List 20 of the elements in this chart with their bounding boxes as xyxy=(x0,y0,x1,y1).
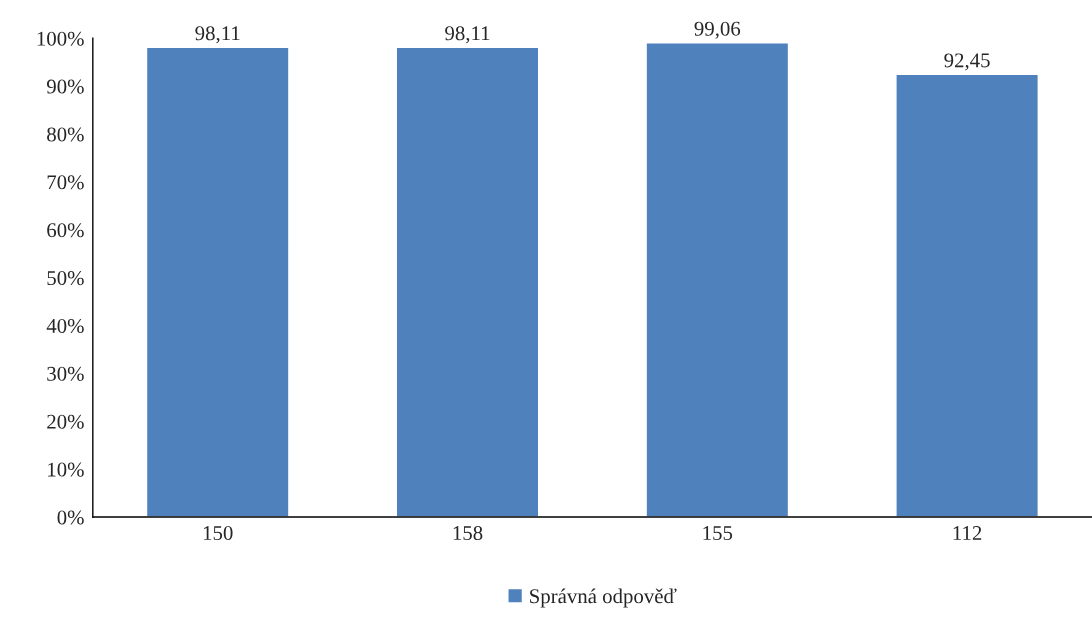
y-tick-label: 80% xyxy=(47,127,84,142)
y-tick-label: 30% xyxy=(47,366,84,381)
y-tick-label: 70% xyxy=(47,175,84,190)
y-tick-label: 90% xyxy=(46,79,84,94)
x-tick-label: 155 xyxy=(703,526,733,541)
x-tick-label: 158 xyxy=(453,525,483,541)
y-tick-label: 60% xyxy=(47,223,84,238)
y-tick-label: 100% xyxy=(37,31,84,46)
y-tick-label: 50% xyxy=(47,271,84,286)
data-label: 92,45 xyxy=(944,53,990,71)
y-tick-label: 0% xyxy=(57,510,84,525)
x-tick-label: 112 xyxy=(953,526,982,540)
y-tick-label: 20% xyxy=(47,414,84,429)
data-label: 98,11 xyxy=(445,26,490,44)
y-tick-label: 10% xyxy=(48,462,84,477)
x-tick-label: 150 xyxy=(203,525,233,541)
legend-label: Správná odpověď xyxy=(530,588,677,608)
y-tick-label: 40% xyxy=(46,318,84,334)
data-label: 99,06 xyxy=(694,21,741,39)
data-label: 98,11 xyxy=(195,26,240,44)
